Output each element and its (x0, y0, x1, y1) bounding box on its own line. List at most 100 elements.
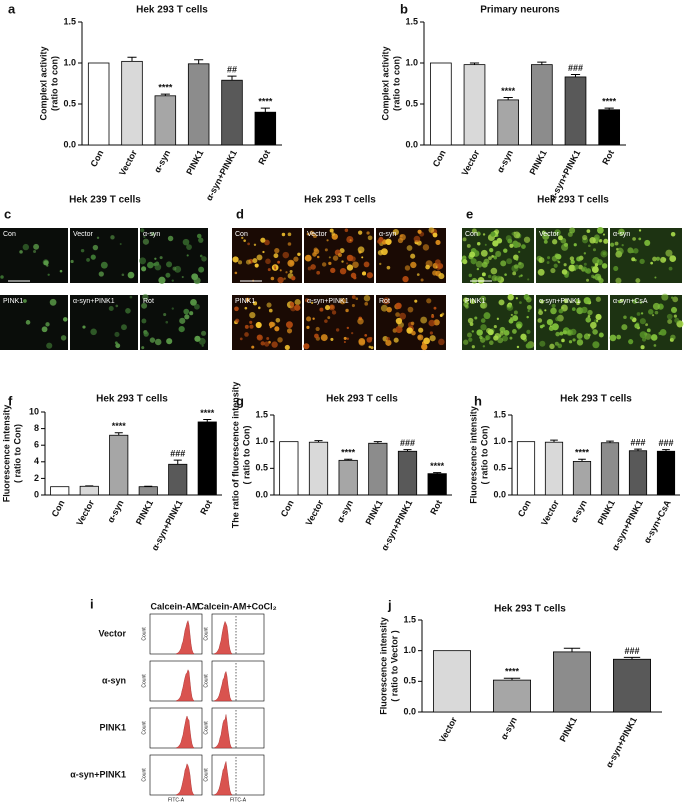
cell (550, 307, 557, 315)
cell (417, 229, 422, 234)
bar (432, 650, 471, 713)
cell (538, 310, 544, 316)
cell (420, 316, 428, 324)
cell (139, 257, 147, 265)
cell (480, 301, 488, 309)
cell (410, 321, 415, 326)
cell (271, 341, 278, 348)
cell (469, 322, 474, 326)
significance: ### (568, 63, 583, 73)
cell (576, 256, 583, 262)
cell (194, 335, 201, 342)
row-label: α-syn+PINK1 (70, 769, 126, 779)
cell (570, 328, 577, 336)
cell (277, 276, 284, 284)
cell (432, 232, 438, 238)
cell (525, 343, 532, 349)
cell (645, 323, 649, 327)
cell (471, 330, 475, 333)
cell (357, 230, 363, 235)
bar (530, 64, 553, 146)
significance: **** (341, 448, 356, 458)
cell (469, 251, 476, 258)
cell (561, 243, 569, 251)
cell (337, 253, 342, 258)
cell (433, 306, 437, 310)
cell (339, 248, 345, 254)
bar (427, 473, 447, 496)
x-tick-label: PINK1 (596, 498, 617, 526)
y-axis-label: (ratio to con) (49, 56, 59, 111)
cell (287, 242, 292, 246)
cell (186, 244, 192, 250)
cell (370, 346, 374, 350)
cell (513, 264, 519, 269)
histogram (175, 669, 195, 702)
cell (366, 337, 373, 343)
cell (666, 313, 673, 320)
x-tick-label: α-syn (569, 498, 589, 524)
cell (326, 239, 329, 242)
cell (654, 310, 659, 315)
cell (385, 238, 392, 245)
cell (667, 319, 673, 324)
cell (386, 306, 392, 313)
cell (321, 262, 327, 267)
cell (603, 238, 609, 244)
cell (631, 250, 634, 254)
cell (638, 237, 642, 241)
cell (151, 232, 155, 236)
y-axis-label: ( ratio to Con) (12, 424, 22, 483)
cell (669, 255, 677, 263)
cell (395, 302, 402, 310)
cell (100, 261, 108, 269)
cell (43, 260, 49, 266)
cell (639, 301, 643, 304)
panel-title: Hek 293 T cells (304, 195, 376, 206)
cell (634, 323, 640, 329)
x-tick-label: Con (50, 498, 67, 518)
cell (247, 242, 250, 246)
bar (564, 76, 587, 146)
cell (114, 331, 120, 337)
cell (435, 266, 438, 269)
cell (352, 261, 359, 268)
x-tick-label: Vector (304, 498, 326, 527)
cell (172, 266, 177, 271)
cell (493, 335, 499, 341)
cell (142, 238, 150, 245)
error-bar (578, 458, 586, 462)
cell (590, 321, 597, 329)
cell (273, 253, 279, 259)
cell (506, 304, 510, 307)
y-axis-label: ( ratio to Con) (241, 426, 251, 485)
cell (142, 293, 149, 301)
cell (165, 272, 171, 278)
cell (538, 257, 545, 264)
y-tick-label: 0.0 (405, 139, 418, 149)
cell (616, 334, 622, 340)
cell (245, 259, 251, 265)
cell (496, 317, 500, 320)
cell (346, 262, 349, 265)
cell (635, 278, 641, 284)
cell (153, 262, 157, 267)
y-axis-label: Complexl activity (380, 46, 390, 120)
histogram (213, 714, 233, 749)
cell (480, 249, 488, 257)
cell (255, 321, 262, 329)
significance: **** (505, 667, 520, 677)
cell (569, 256, 575, 261)
y-tick-label: 0 (34, 489, 39, 499)
cell (549, 343, 555, 350)
count-label: Count (203, 627, 209, 641)
cell (629, 316, 634, 320)
cell (521, 244, 526, 249)
cell (309, 230, 315, 236)
cell (471, 228, 477, 234)
x-tick-label: α-syn+PINK1 (604, 715, 639, 769)
cell (395, 312, 400, 317)
cell (357, 246, 365, 254)
cell (549, 325, 552, 328)
cell (331, 232, 335, 236)
